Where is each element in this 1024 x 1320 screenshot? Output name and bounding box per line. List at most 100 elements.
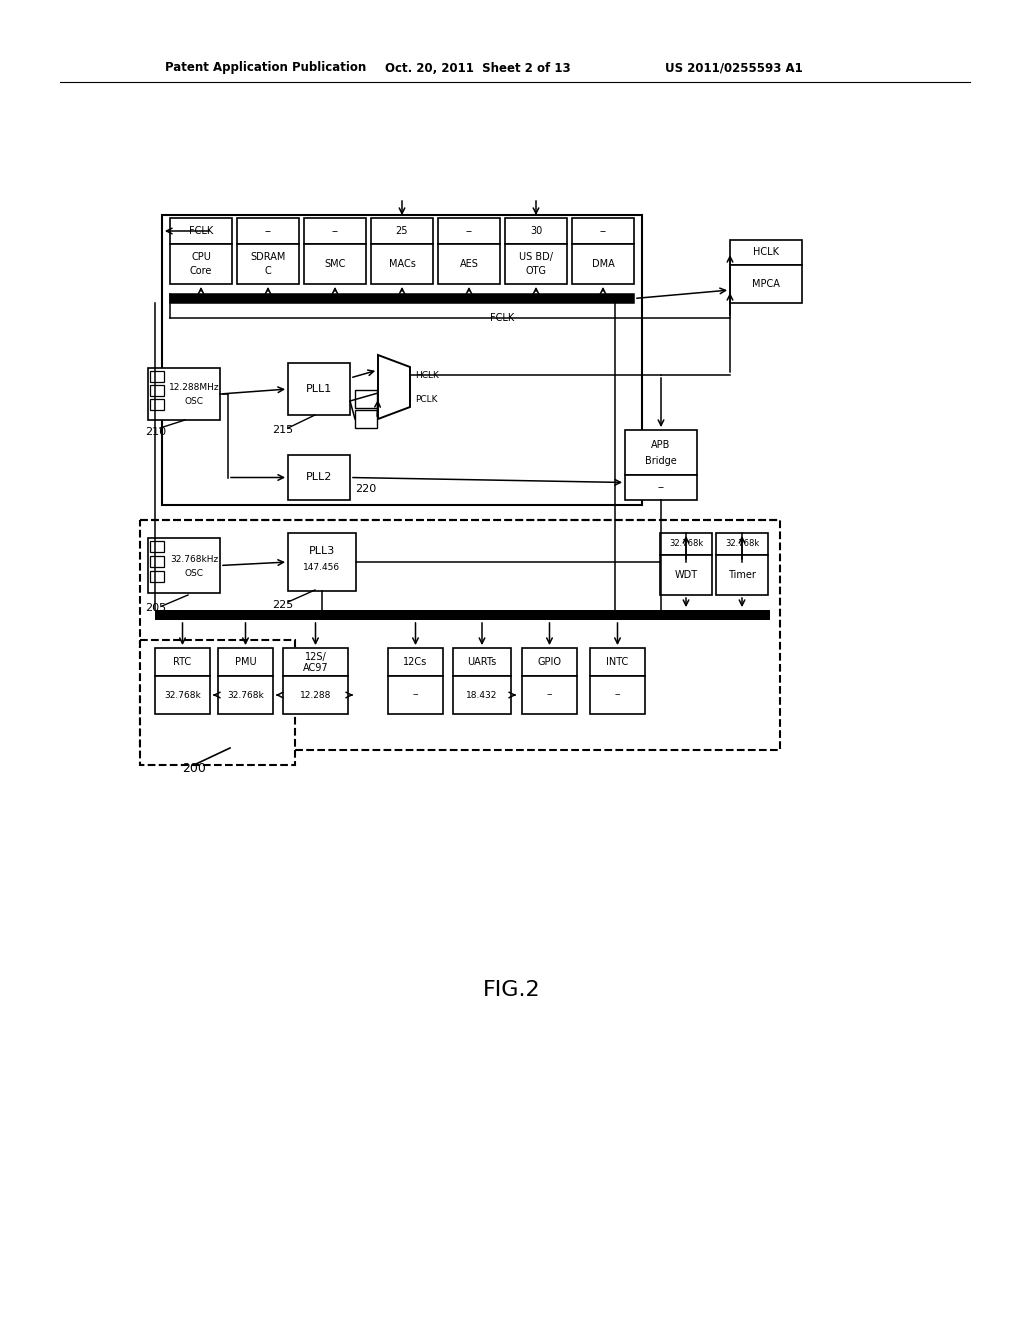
Bar [371,244,433,284]
Bar [162,215,642,506]
Text: AES: AES [460,259,478,269]
Bar [730,240,802,265]
Bar [283,676,348,714]
Bar [170,244,232,284]
Bar [283,648,348,676]
Text: 32.768kHz: 32.768kHz [170,556,218,565]
Text: 32.768k: 32.768k [227,690,264,700]
Bar [730,265,802,304]
Text: FCLK: FCLK [490,313,514,323]
Text: --: -- [413,690,419,700]
Text: MACs: MACs [388,259,416,269]
Text: --: -- [264,226,271,236]
Bar [150,572,164,582]
Text: AC97: AC97 [303,663,329,673]
Text: SDRAM: SDRAM [250,252,286,261]
Bar [237,218,299,244]
Bar [150,399,164,411]
Text: --: -- [657,482,665,492]
Text: OSC: OSC [184,569,204,578]
Bar [438,218,500,244]
Bar [170,294,634,304]
Text: 12Cs: 12Cs [403,657,428,667]
Text: WDT: WDT [675,570,697,579]
Text: HCLK: HCLK [415,371,439,380]
Text: 12.288MHz: 12.288MHz [169,384,219,392]
Bar [155,676,210,714]
Text: UARTs: UARTs [467,657,497,667]
Bar [288,533,356,591]
Text: 220: 220 [355,484,376,495]
Bar [388,676,443,714]
Text: --: -- [614,690,621,700]
Bar [140,520,780,750]
Bar [371,218,433,244]
Text: 210: 210 [145,426,166,437]
Text: --: -- [599,226,606,236]
Text: 12S/: 12S/ [304,652,327,663]
Text: 205: 205 [145,603,166,612]
Bar [218,676,273,714]
Text: 32.768k: 32.768k [164,690,201,700]
Bar [288,455,350,500]
Bar [453,648,511,676]
Text: 30: 30 [529,226,542,236]
Text: --: -- [546,690,553,700]
Bar [237,244,299,284]
Text: MPCA: MPCA [752,279,780,289]
Text: SMC: SMC [325,259,346,269]
Bar [150,371,164,381]
Text: PCLK: PCLK [415,395,437,404]
Text: 12.288: 12.288 [300,690,331,700]
Bar [140,640,295,766]
Bar [438,244,500,284]
Text: HCLK: HCLK [753,247,779,257]
Bar [522,676,577,714]
Bar [625,430,697,475]
Bar [170,218,232,244]
Text: 225: 225 [272,601,293,610]
Bar [150,556,164,568]
Text: PLL1: PLL1 [306,384,332,393]
Text: 18.432: 18.432 [466,690,498,700]
Bar [304,218,366,244]
Text: GPIO: GPIO [538,657,561,667]
Text: PLL2: PLL2 [306,473,332,483]
Text: Patent Application Publication: Patent Application Publication [165,62,367,74]
Bar [304,244,366,284]
Bar [148,368,220,420]
Polygon shape [378,355,410,418]
Text: PLL3: PLL3 [309,546,335,556]
Text: Core: Core [189,267,212,276]
Bar [355,389,377,408]
Bar [148,539,220,593]
Text: Bridge: Bridge [645,455,677,466]
Text: OSC: OSC [184,397,204,407]
Text: RTC: RTC [173,657,191,667]
Bar [572,218,634,244]
Text: FIG.2: FIG.2 [483,979,541,1001]
Text: 200: 200 [182,762,206,775]
Text: 32.768k: 32.768k [725,540,759,549]
Bar [716,533,768,554]
Bar [150,541,164,552]
Bar [590,676,645,714]
Bar [660,554,712,595]
Bar [522,648,577,676]
Text: 25: 25 [395,226,409,236]
Text: OTG: OTG [525,267,547,276]
Bar [660,533,712,554]
Text: INTC: INTC [606,657,629,667]
Text: Timer: Timer [728,570,756,579]
Bar [355,411,377,428]
Text: 32.768k: 32.768k [669,540,703,549]
Bar [505,218,567,244]
Bar [288,363,350,414]
Bar [155,648,210,676]
Bar [150,385,164,396]
Bar [505,244,567,284]
Text: APB: APB [651,440,671,450]
Text: 147.456: 147.456 [303,564,341,573]
Bar [625,475,697,500]
Text: PMU: PMU [234,657,256,667]
